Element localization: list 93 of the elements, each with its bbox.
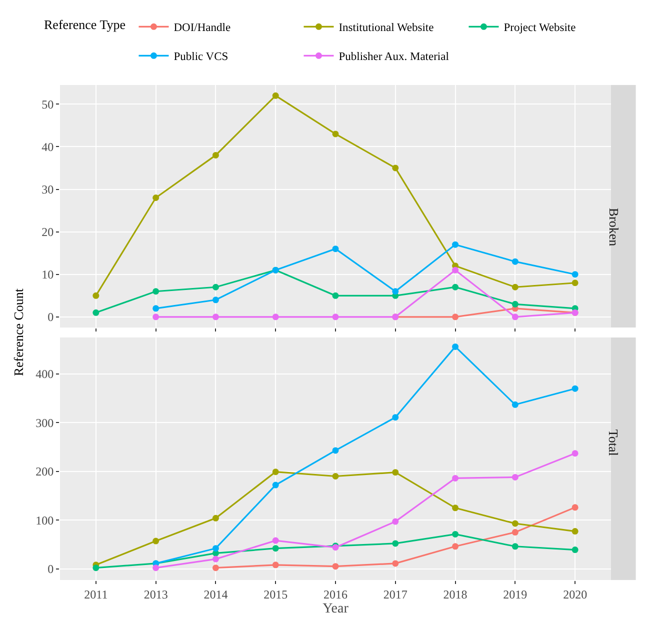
point	[512, 401, 518, 408]
point	[92, 564, 100, 572]
point	[572, 271, 578, 278]
y-tick-label: 30	[42, 182, 54, 196]
point	[572, 450, 578, 457]
point	[572, 504, 578, 511]
point	[212, 545, 219, 552]
point	[392, 540, 399, 547]
point	[512, 258, 518, 265]
x-tick-label: 2020	[563, 587, 588, 602]
point	[452, 241, 459, 248]
text: Total	[606, 429, 622, 456]
point	[452, 343, 459, 350]
point	[392, 288, 399, 295]
point	[212, 152, 219, 158]
point	[452, 530, 459, 538]
point	[452, 314, 459, 320]
point	[392, 560, 399, 567]
y-tick-label: 20	[42, 225, 54, 240]
y-tick-label: 10	[42, 268, 54, 282]
point	[332, 292, 339, 299]
point	[512, 300, 518, 308]
point	[392, 469, 399, 476]
y-tick-label: 200	[36, 464, 54, 479]
point	[572, 385, 578, 392]
point	[332, 314, 339, 320]
point	[452, 284, 459, 290]
point	[272, 314, 279, 320]
point	[272, 468, 279, 476]
x-tick-label: 2017	[383, 587, 408, 602]
point	[92, 309, 100, 316]
legend-label: DOI/Handle	[174, 22, 231, 34]
x-axis-title: Year	[322, 602, 349, 617]
point	[152, 538, 160, 544]
y-tick-label: 40	[42, 140, 54, 154]
point	[152, 305, 160, 312]
point	[212, 564, 219, 572]
y-axis-title: Reference Count	[11, 288, 26, 376]
point	[452, 543, 459, 550]
point	[272, 545, 279, 552]
x-tick-label: 2018	[443, 587, 468, 602]
point	[512, 474, 518, 480]
point	[572, 546, 578, 554]
x-tick-label: 2015	[264, 587, 288, 602]
point	[452, 504, 459, 512]
point	[572, 528, 578, 535]
point	[572, 280, 578, 286]
x-tick-label: 2014	[204, 587, 228, 602]
point	[332, 246, 339, 252]
point	[452, 266, 459, 274]
point	[212, 314, 219, 320]
point	[212, 556, 219, 562]
point	[152, 564, 160, 572]
legend-label: Publisher Aux. Material	[338, 51, 449, 64]
y-tick-label: 300	[36, 416, 54, 430]
point	[332, 473, 339, 480]
point	[512, 314, 518, 320]
x-tick-label: 2019	[503, 587, 528, 602]
x-tick-label: 2011	[84, 587, 108, 602]
point	[512, 284, 518, 290]
point	[392, 414, 399, 421]
point	[332, 563, 339, 570]
point	[332, 130, 339, 138]
point	[212, 296, 219, 304]
legend-label: Project Website	[504, 22, 576, 34]
point	[152, 314, 160, 320]
point	[272, 482, 279, 488]
y-tick-label: 50	[42, 97, 54, 112]
legend-label: Public VCS	[174, 51, 228, 64]
y-tick-label: 100	[36, 513, 54, 528]
legend-title: Reference Type	[44, 17, 126, 32]
point	[512, 543, 518, 550]
point	[212, 514, 219, 522]
x-tick-label: 2013	[144, 587, 168, 602]
text: Broken	[606, 208, 622, 247]
x-tick-label: 2016	[324, 587, 348, 602]
point	[512, 529, 518, 536]
point	[392, 164, 399, 172]
point	[272, 537, 279, 544]
point	[272, 92, 279, 99]
point	[152, 194, 160, 202]
point	[272, 562, 279, 568]
y-tick-label: 0	[48, 562, 54, 576]
legend-label: Institutional Website	[338, 22, 434, 34]
y-tick-label: 0	[48, 310, 54, 324]
point	[332, 447, 339, 454]
point	[392, 518, 399, 525]
y-tick-label: 400	[36, 367, 54, 382]
point	[512, 520, 518, 527]
point	[452, 474, 459, 482]
point	[92, 292, 100, 299]
point	[152, 288, 160, 295]
point	[212, 284, 219, 290]
